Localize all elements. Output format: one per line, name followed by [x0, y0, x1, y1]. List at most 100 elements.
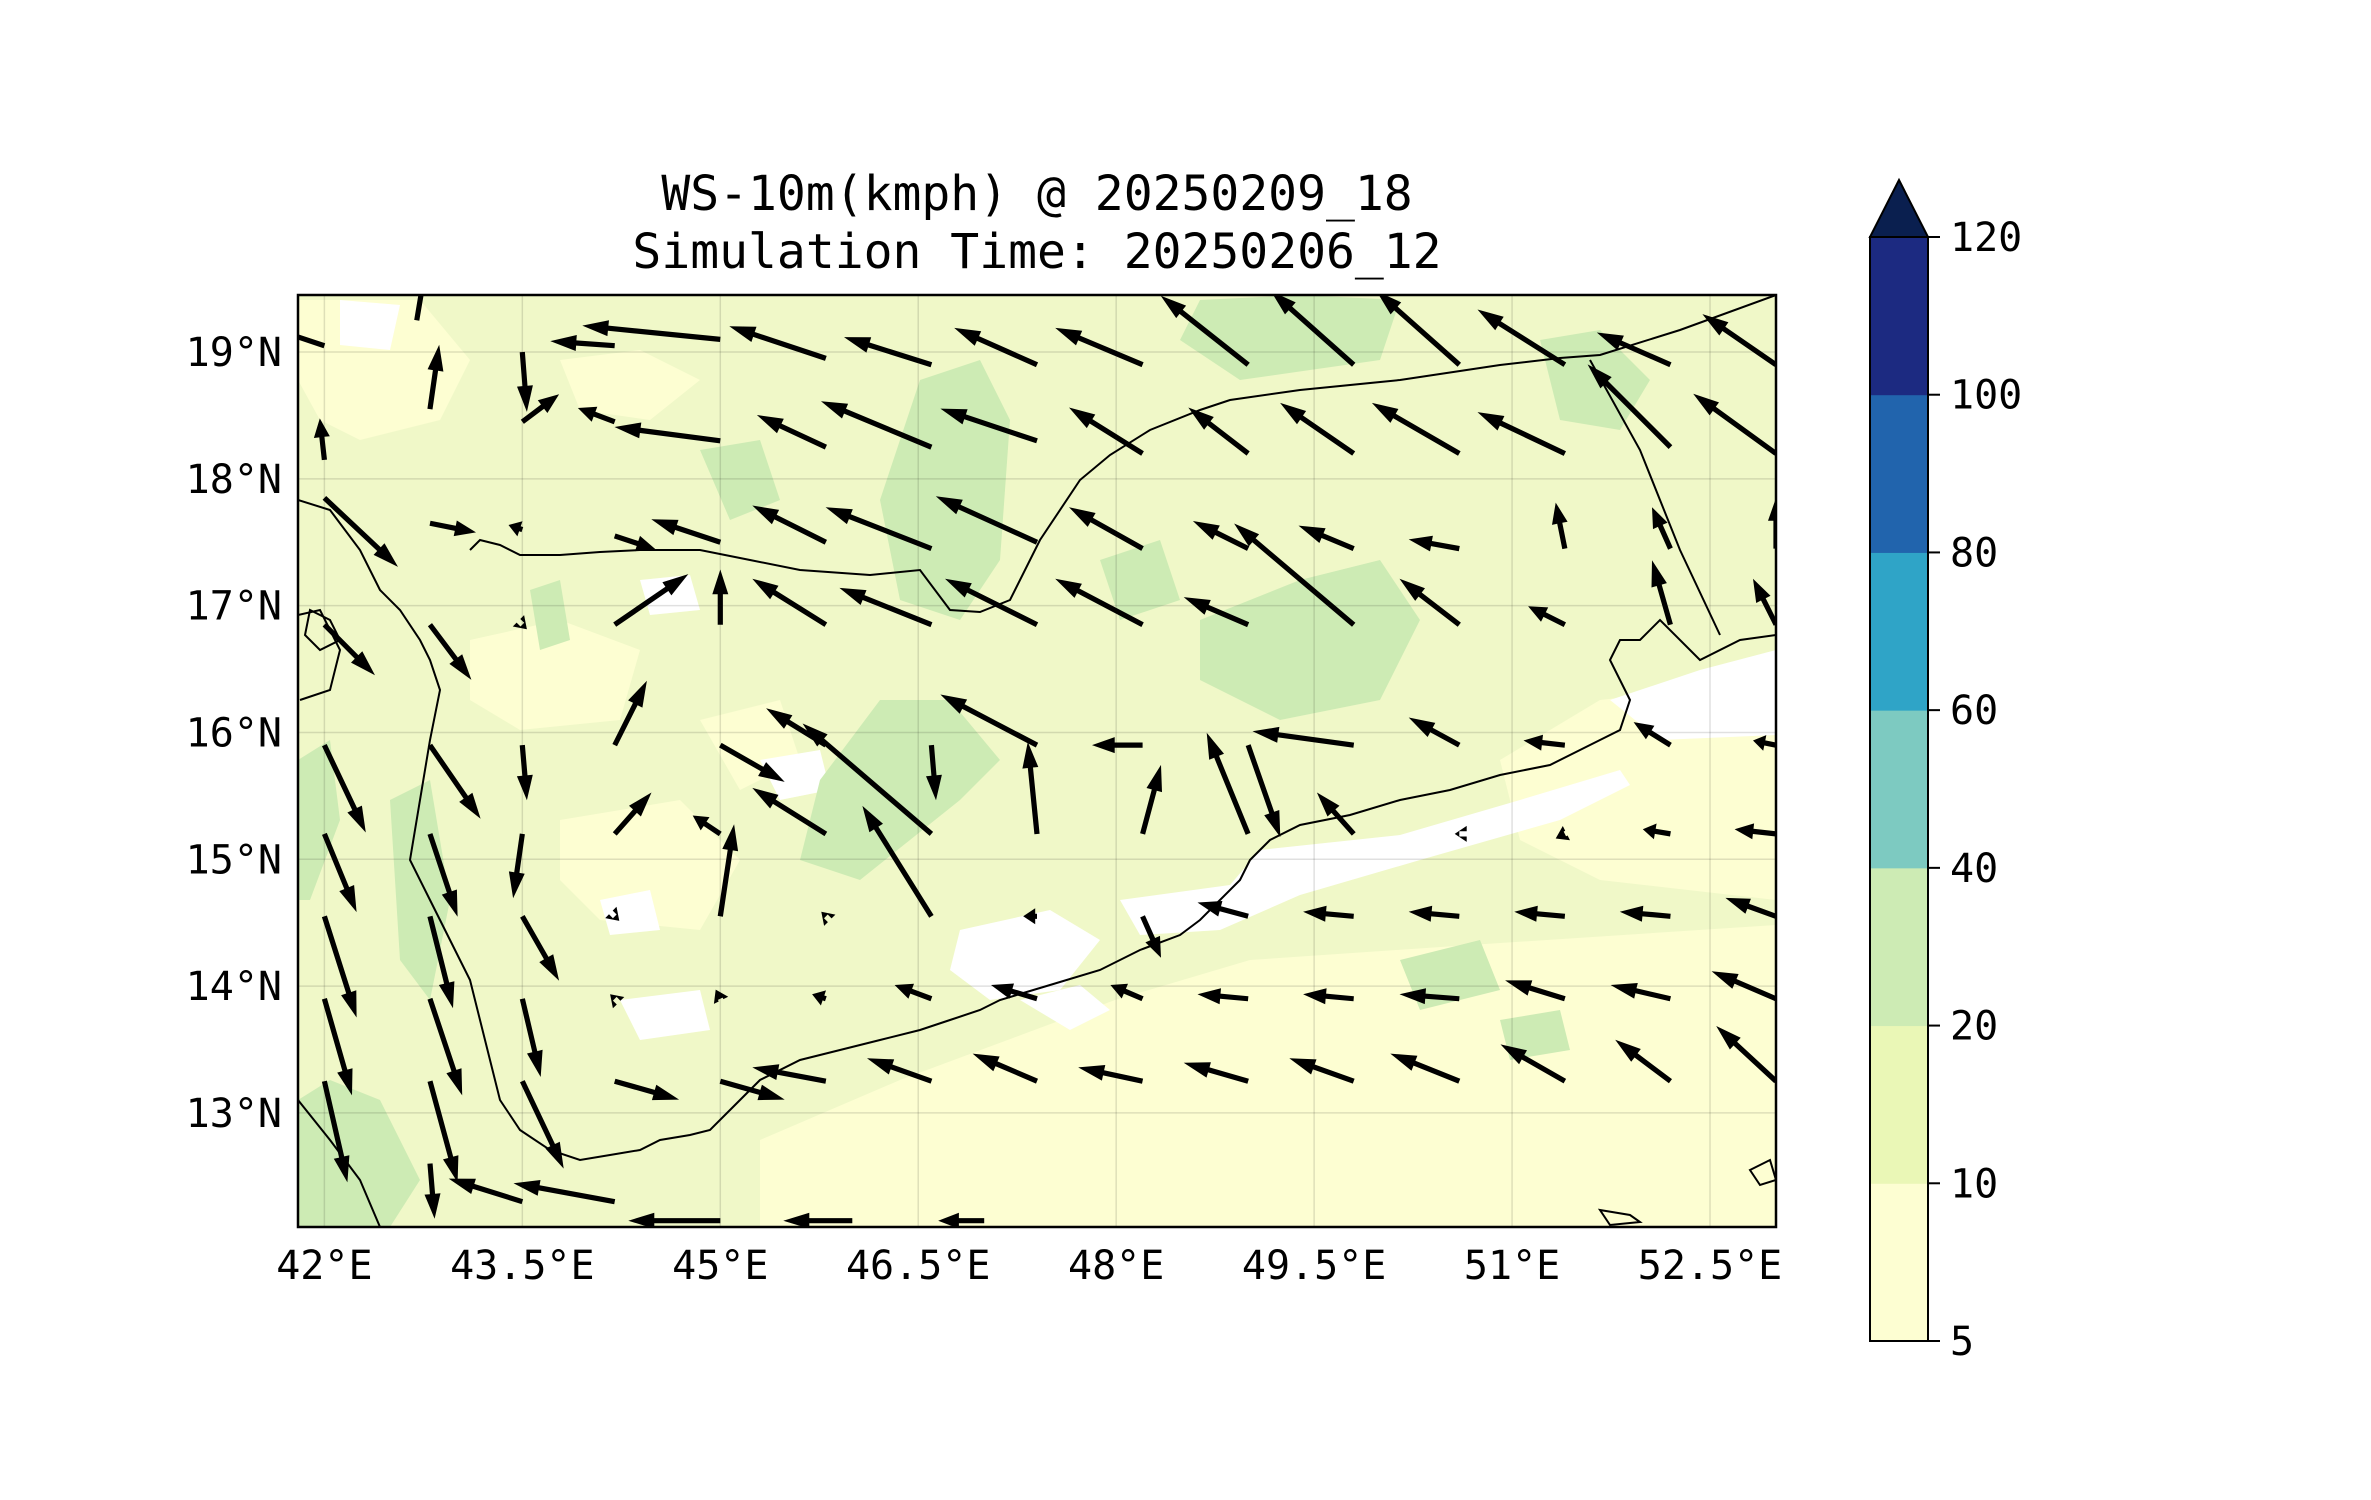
wind-arrow	[520, 394, 560, 424]
wind-arrow	[1523, 734, 1566, 751]
wind-arrow	[427, 1080, 459, 1183]
wind-arrow	[729, 326, 827, 361]
colorbar-tick-label: 60	[1950, 688, 1998, 734]
wind-arrow	[322, 622, 375, 676]
colorbar-tick-label: 10	[1950, 1161, 1998, 1207]
oman-border	[1589, 359, 1721, 636]
wind-arrow	[610, 994, 625, 1009]
wind-arrow	[513, 1180, 616, 1205]
wind-arrow	[1378, 295, 1461, 367]
wind-arrow	[825, 507, 933, 551]
wind-arrow	[429, 520, 476, 537]
wind-arrow	[1633, 722, 1672, 748]
lon-tick-label: 49.5°E	[1242, 1243, 1387, 1289]
wind-arrow	[1078, 1065, 1144, 1084]
wind-arrow	[613, 533, 657, 552]
wind-arrow	[752, 505, 827, 545]
wind-arrow	[940, 694, 1039, 748]
wind-arrow	[448, 1178, 524, 1205]
wind-arrow	[427, 833, 458, 917]
wind-arrow	[1280, 402, 1356, 456]
wind-arrow	[1289, 1058, 1355, 1084]
title-line-2: Simulation Time: 20250206_12	[632, 224, 1441, 280]
wind-arrow	[1615, 1039, 1672, 1084]
wind-arrow	[1552, 502, 1568, 550]
wind-arrow	[1092, 737, 1143, 754]
wind-arrow	[821, 911, 836, 926]
wind-arrow	[612, 792, 652, 836]
wind-arrow	[605, 906, 620, 921]
wind-arrow	[519, 998, 543, 1077]
wind-arrow	[1555, 826, 1570, 841]
lat-tick-label: 16°N	[186, 710, 282, 756]
wind-arrow	[926, 744, 942, 801]
wind-arrow	[1160, 295, 1250, 367]
wind-arrow	[712, 569, 729, 625]
wind-arrow	[839, 587, 933, 628]
wind-arrow	[1022, 741, 1040, 835]
wind-arrow	[1408, 905, 1460, 922]
wind-arrow	[719, 742, 785, 782]
wind-arrow	[1408, 535, 1460, 552]
wind-arrow	[427, 623, 472, 680]
wind-arrow	[1702, 314, 1776, 367]
colorbar-block	[1870, 710, 1928, 869]
wind-arrow	[520, 1080, 564, 1169]
wind-arrow	[1454, 825, 1467, 842]
wind-arrow	[517, 351, 533, 412]
title-line-1: WS-10m(kmph) @ 20250209_18	[661, 166, 1412, 222]
wind-arrow	[844, 337, 933, 368]
wind-arrow	[1316, 792, 1356, 836]
wind-arrow	[1298, 525, 1355, 551]
wind-arrow	[427, 344, 444, 410]
wind-arrow	[1069, 507, 1144, 551]
lat-tick-label: 18°N	[186, 457, 282, 503]
colorbar-block	[1870, 394, 1928, 553]
wind-arrow	[802, 723, 934, 836]
island-2	[1597, 1208, 1643, 1227]
colorbar-block	[1870, 237, 1928, 396]
wind-arrow	[512, 615, 527, 630]
wind-arrow	[1110, 983, 1144, 1002]
wind-arrow	[1183, 1062, 1249, 1084]
wind-arrow	[550, 335, 615, 351]
colorbar-block	[1870, 867, 1928, 1027]
wind-arrow	[1055, 327, 1144, 368]
wind-arrow	[938, 1212, 985, 1227]
wind-arrow	[427, 915, 455, 1009]
wind-arrow	[1514, 905, 1566, 922]
wind-arrow	[1390, 1053, 1461, 1084]
wind-arrow	[1587, 364, 1673, 449]
wind-arrow	[322, 496, 398, 567]
wind-arrow	[1197, 901, 1249, 919]
wind-arrow	[1399, 988, 1460, 1005]
wind-arrow	[1610, 983, 1671, 1002]
lon-tick-label: 52.5°E	[1638, 1243, 1783, 1289]
wind-arrow	[1477, 309, 1567, 367]
wind-arrow	[1399, 578, 1461, 627]
wind-arrow	[1140, 915, 1161, 958]
wind-arrow	[1188, 407, 1250, 456]
wind-arrow	[1069, 407, 1144, 456]
wind-arrow	[954, 327, 1039, 368]
wind-arrow	[1234, 523, 1356, 627]
wind-arrow	[1192, 521, 1250, 551]
wind-arrow	[1505, 980, 1566, 1002]
wind-arrow	[427, 997, 463, 1096]
colorbar-blocks	[1870, 237, 1928, 1342]
light-wind-patches	[298, 300, 1776, 1227]
wind-arrow	[612, 680, 647, 747]
wind-arrow	[577, 406, 616, 425]
wind-arrow	[321, 915, 357, 1018]
wind-arrow	[508, 833, 525, 899]
wind-arrow	[1734, 823, 1776, 840]
wind-arrow	[935, 496, 1039, 545]
calm-patches	[340, 300, 1776, 1040]
wind-arrow	[313, 418, 330, 461]
wind-arrow	[783, 1212, 853, 1227]
wind-arrow	[1753, 578, 1776, 626]
wind-arrow	[520, 915, 560, 981]
wind-arrow	[1206, 732, 1251, 835]
wind-arrow	[1371, 402, 1461, 456]
